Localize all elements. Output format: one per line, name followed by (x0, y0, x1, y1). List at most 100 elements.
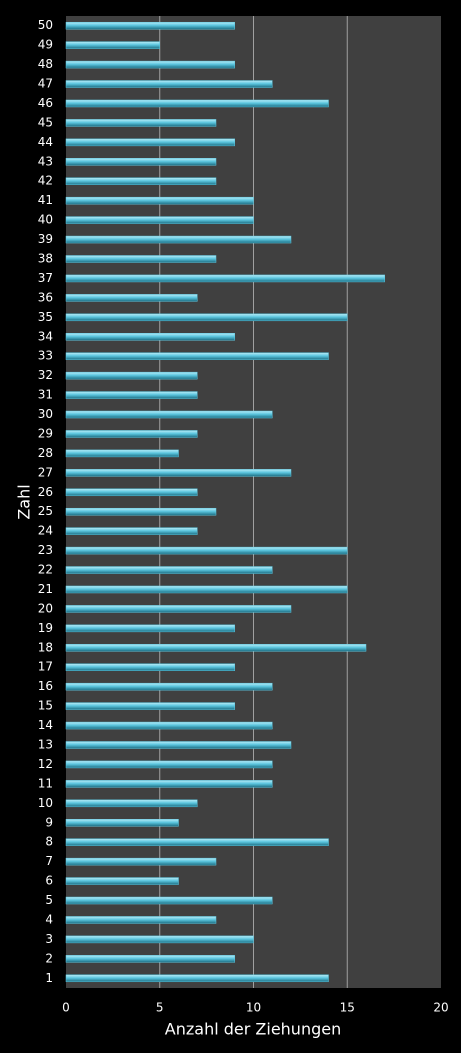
y-tick-label: 13 (38, 738, 53, 752)
y-tick-label: 34 (38, 329, 53, 343)
x-axis-title: Anzahl der Ziehungen (165, 1020, 341, 1039)
y-tick-label: 36 (38, 290, 53, 304)
bar (65, 196, 254, 205)
y-tick-label: 29 (38, 426, 53, 440)
y-tick-label: 41 (38, 193, 53, 207)
bar (65, 371, 198, 380)
y-tick-label: 39 (38, 232, 53, 246)
y-tick-label: 26 (38, 485, 53, 499)
bar (65, 21, 235, 30)
y-tick-label: 27 (38, 465, 53, 479)
y-tick-label: 32 (38, 368, 53, 382)
bar (65, 780, 273, 788)
y-tick-label: 31 (38, 388, 53, 402)
y-tick-label: 28 (38, 446, 53, 460)
bar (65, 857, 217, 866)
y-tick-label: 30 (38, 407, 53, 421)
bar (65, 274, 385, 283)
bar (65, 177, 217, 185)
y-tick-label: 12 (38, 757, 53, 771)
bar (65, 313, 348, 322)
y-tick-label: 23 (38, 543, 53, 557)
bar (65, 80, 273, 88)
y-tick-label: 14 (38, 718, 53, 732)
bar (65, 255, 217, 263)
bar (65, 449, 179, 458)
bar (65, 799, 198, 808)
y-tick-label: 44 (38, 135, 53, 149)
bar (65, 955, 235, 963)
bar (65, 216, 254, 224)
bar (65, 566, 273, 574)
y-tick-label: 15 (38, 699, 53, 713)
y-tick-label: 6 (45, 874, 53, 888)
x-tick-label: 15 (340, 1001, 355, 1015)
y-tick-label: 8 (45, 835, 53, 849)
bar (65, 333, 235, 341)
y-tick-label: 19 (38, 621, 53, 635)
y-tick-label: 42 (38, 174, 53, 188)
y-tick-label: 1 (45, 971, 53, 985)
bar (65, 819, 179, 827)
y-tick-label: 49 (38, 38, 53, 52)
y-tick-label: 47 (38, 77, 53, 91)
y-tick-label: 25 (38, 504, 53, 518)
y-tick-label: 45 (38, 115, 53, 129)
bar (65, 99, 329, 108)
bar (65, 585, 348, 594)
bar (65, 294, 198, 302)
bar (65, 644, 367, 652)
bar (65, 119, 217, 127)
bar (65, 663, 235, 671)
bar (65, 410, 273, 419)
bar (65, 896, 273, 905)
y-tick-label: 11 (38, 776, 53, 790)
bar (65, 682, 273, 691)
x-tick-label: 10 (246, 1001, 261, 1015)
bar (65, 702, 235, 710)
y-tick-label: 4 (45, 912, 53, 926)
bar (65, 877, 179, 885)
bar (65, 41, 160, 49)
y-tick-label: 46 (38, 96, 53, 110)
y-axis-title: Zahl (15, 484, 34, 519)
x-tick-label: 0 (62, 1001, 70, 1015)
y-tick-label: 18 (38, 640, 53, 654)
bar (65, 527, 198, 535)
y-tick-label: 7 (45, 854, 53, 868)
y-tick-label: 2 (45, 951, 53, 965)
y-tick-label: 17 (38, 660, 53, 674)
bar (65, 974, 329, 983)
x-tick-label: 5 (156, 1001, 164, 1015)
y-tick-label: 33 (38, 349, 53, 363)
bar (65, 507, 217, 516)
bar (65, 916, 217, 924)
bar (65, 430, 198, 438)
bar (65, 721, 273, 730)
y-tick-label: 20 (38, 601, 53, 615)
y-tick-label: 40 (38, 213, 53, 227)
y-tick-label: 35 (38, 310, 53, 324)
y-tick-label: 10 (38, 796, 53, 810)
y-tick-label: 5 (45, 893, 53, 907)
bar (65, 546, 348, 555)
y-tick-label: 3 (45, 932, 53, 946)
bar (65, 624, 235, 633)
y-tick-label: 43 (38, 154, 53, 168)
y-tick-label: 48 (38, 57, 53, 71)
bar (65, 60, 235, 69)
x-tick-label: 20 (433, 1001, 448, 1015)
bar (65, 741, 292, 749)
y-tick-label: 37 (38, 271, 53, 285)
bar (65, 469, 292, 477)
y-tick-label: 24 (38, 524, 53, 538)
bar (65, 760, 273, 769)
bar (65, 235, 292, 244)
bar (65, 391, 198, 399)
bar (65, 158, 217, 166)
y-tick-label: 9 (45, 815, 53, 829)
y-tick-label: 38 (38, 252, 53, 266)
y-tick-label: 21 (38, 582, 53, 596)
y-tick-label: 50 (38, 18, 53, 32)
